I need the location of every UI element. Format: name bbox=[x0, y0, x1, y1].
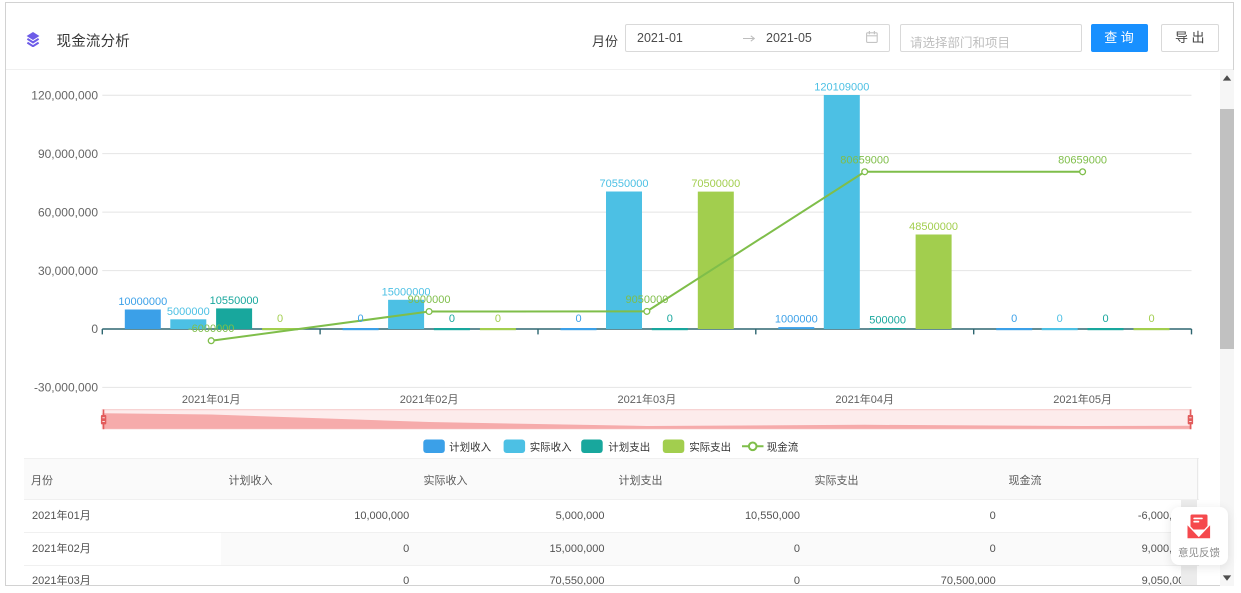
svg-text:9000000: 9000000 bbox=[408, 294, 451, 306]
svg-text:80659000: 80659000 bbox=[840, 154, 889, 166]
svg-text:48500000: 48500000 bbox=[909, 221, 958, 233]
svg-text:0: 0 bbox=[1148, 313, 1154, 325]
svg-text:0: 0 bbox=[495, 313, 501, 325]
svg-text:5000000: 5000000 bbox=[167, 306, 210, 318]
svg-text:120109000: 120109000 bbox=[814, 82, 869, 94]
svg-text:10550000: 10550000 bbox=[210, 295, 259, 307]
svg-text:-6000000: -6000000 bbox=[188, 323, 235, 335]
svg-text:90,000,000: 90,000,000 bbox=[38, 147, 98, 161]
svg-text:0: 0 bbox=[1011, 313, 1017, 325]
svg-text:60,000,000: 60,000,000 bbox=[38, 205, 98, 219]
svg-text:120,000,000: 120,000,000 bbox=[31, 88, 98, 102]
svg-text:9050000: 9050000 bbox=[625, 294, 668, 306]
svg-text:0: 0 bbox=[449, 313, 455, 325]
svg-text:0: 0 bbox=[1102, 313, 1108, 325]
svg-text:0: 0 bbox=[1057, 313, 1063, 325]
svg-text:0: 0 bbox=[277, 313, 283, 325]
svg-text:2021年01月: 2021年01月 bbox=[182, 392, 241, 406]
svg-text:计划收入: 计划收入 bbox=[449, 440, 491, 453]
svg-text:0: 0 bbox=[358, 313, 364, 325]
svg-text:2021年02月: 2021年02月 bbox=[400, 392, 459, 406]
svg-text:0: 0 bbox=[667, 313, 673, 325]
svg-text:70550000: 70550000 bbox=[600, 178, 649, 190]
svg-text:30,000,000: 30,000,000 bbox=[38, 264, 98, 278]
svg-text:70500000: 70500000 bbox=[691, 178, 740, 190]
svg-text:实际支出: 实际支出 bbox=[689, 440, 731, 453]
svg-text:现金流: 现金流 bbox=[767, 440, 799, 453]
svg-text:0: 0 bbox=[575, 313, 581, 325]
svg-text:15000000: 15000000 bbox=[382, 286, 431, 298]
svg-text:实际收入: 实际收入 bbox=[530, 440, 572, 453]
svg-text:计划支出: 计划支出 bbox=[608, 440, 650, 453]
svg-text:10000000: 10000000 bbox=[118, 296, 167, 308]
svg-text:80659000: 80659000 bbox=[1058, 154, 1107, 166]
svg-text:1000000: 1000000 bbox=[775, 314, 818, 326]
svg-text:2021年05月: 2021年05月 bbox=[1053, 392, 1112, 406]
svg-text:500000: 500000 bbox=[869, 315, 906, 327]
svg-text:0: 0 bbox=[91, 322, 98, 336]
svg-text:2021年03月: 2021年03月 bbox=[618, 392, 677, 406]
svg-text:2021年04月: 2021年04月 bbox=[835, 392, 894, 406]
svg-text:-30,000,000: -30,000,000 bbox=[34, 381, 98, 395]
